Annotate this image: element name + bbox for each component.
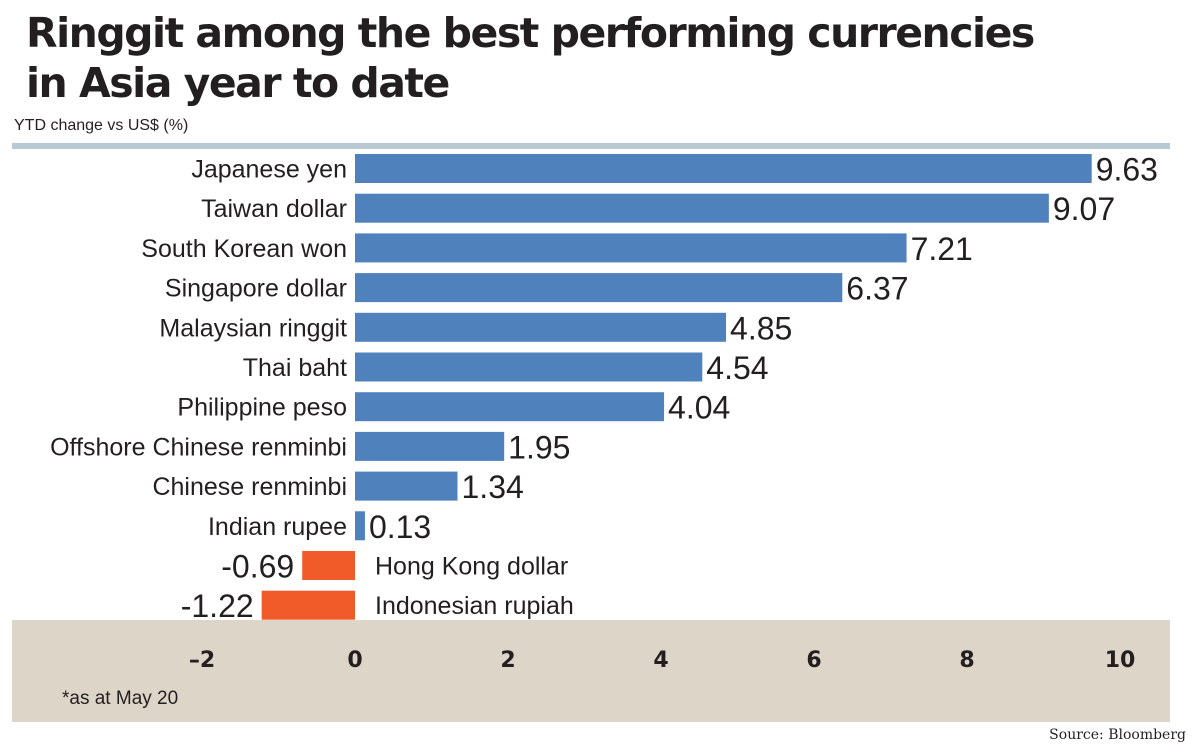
bar-singapore-dollar	[355, 273, 843, 303]
source-credit: Source: Bloomberg	[1049, 727, 1186, 743]
bar-malaysian-ringgit	[355, 312, 727, 342]
category-label-indonesian-rupiah: Indonesian rupiah	[375, 592, 574, 620]
category-label-singapore-dollar: Singapore dollar	[165, 275, 347, 303]
x-tick-label-1: 0	[347, 648, 362, 673]
header-rule	[12, 143, 1170, 149]
bar-offshore-chinese-renminbi	[355, 431, 505, 461]
category-label-hong-kong-dollar: Hong Kong dollar	[375, 553, 568, 581]
category-label-philippine-peso: Philippine peso	[177, 394, 347, 422]
bar-japanese-yen	[355, 154, 1092, 183]
category-labels-group: Japanese yen Taiwan dollar South Korean wo…	[50, 156, 574, 621]
bar-indonesian-rupiah	[261, 590, 355, 620]
bar-taiwan-dollar	[355, 193, 1049, 223]
value-label-south-korean-won: 7.21	[911, 231, 973, 267]
value-label-indian-rupee: 0.13	[369, 509, 431, 545]
bar-indian-rupee	[355, 511, 365, 541]
bar-hong-kong-dollar	[302, 551, 355, 580]
chart-subtitle: YTD change vs US$ (%)	[14, 117, 189, 134]
category-label-malaysian-ringgit: Malaysian ringgit	[159, 314, 347, 342]
value-label-taiwan-dollar: 9.07	[1053, 191, 1115, 227]
value-label-philippine-peso: 4.04	[668, 390, 730, 426]
category-label-taiwan-dollar: Taiwan dollar	[201, 195, 347, 223]
axis-band	[12, 620, 1170, 722]
x-tick-label-0: –2	[189, 648, 215, 673]
value-label-indonesian-rupiah: -1.22	[181, 588, 254, 624]
value-label-offshore-chinese-renminbi: 1.95	[508, 429, 570, 465]
bars-group	[261, 154, 1092, 620]
bar-south-korean-won	[355, 233, 907, 263]
bar-chinese-renminbi	[355, 471, 458, 501]
category-label-south-korean-won: South Korean won	[141, 235, 347, 263]
value-label-singapore-dollar: 6.37	[846, 271, 908, 307]
bar-philippine-peso	[355, 392, 665, 422]
value-label-thai-baht: 4.54	[706, 350, 768, 386]
chart-title-line-1: Ringgit among the best performing curren…	[26, 9, 1035, 57]
x-tick-label-4: 6	[806, 648, 821, 673]
category-label-offshore-chinese-renminbi: Offshore Chinese renminbi	[50, 433, 347, 461]
chart-title-line-2: in Asia year to date	[26, 59, 450, 107]
chart-title: Ringgit among the best performing curren…	[26, 8, 1176, 108]
value-label-malaysian-ringgit: 4.85	[730, 310, 792, 346]
x-tick-label-5: 8	[959, 648, 974, 673]
category-label-thai-baht: Thai baht	[243, 354, 347, 382]
value-label-chinese-renminbi: 1.34	[462, 469, 524, 505]
value-label-hong-kong-dollar: -0.69	[221, 549, 294, 585]
bar-thai-baht	[355, 352, 703, 382]
category-label-chinese-renminbi: Chinese renminbi	[152, 473, 347, 501]
category-label-indian-rupee: Indian rupee	[208, 513, 347, 541]
value-labels-group: 9.639.07 7.216.37 4.85 4.54 4.04 1.95 1.34 0.13…	[181, 152, 1158, 625]
footnote: *as at May 20	[62, 688, 179, 709]
value-label-japanese-yen: 9.63	[1096, 152, 1158, 188]
category-label-japanese-yen: Japanese yen	[191, 156, 347, 184]
x-axis-ticks-group: –2 0 2 4 6 8 10	[189, 648, 1135, 673]
x-tick-label-6: 10	[1105, 648, 1136, 673]
x-tick-label-3: 4	[653, 648, 668, 673]
x-tick-label-2: 2	[500, 648, 515, 673]
